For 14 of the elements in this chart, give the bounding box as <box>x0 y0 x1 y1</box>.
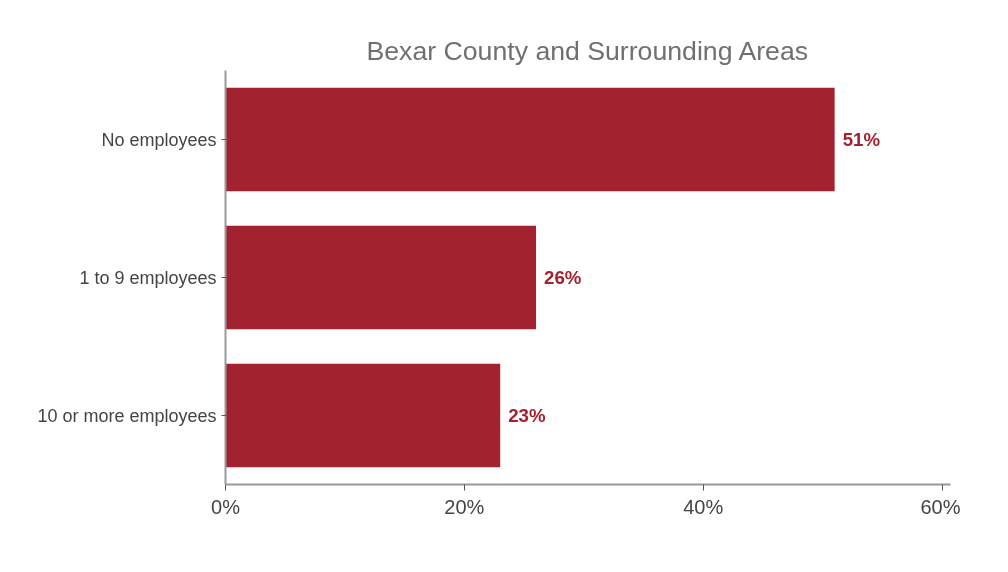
x-tick-label: 20% <box>444 495 485 518</box>
x-tick-label: 40% <box>683 495 724 518</box>
data-label: 51% <box>842 129 881 150</box>
x-tick-label: 0% <box>211 495 241 518</box>
y-tick-label: 1 to 9 employees <box>79 267 217 288</box>
bar <box>225 87 835 192</box>
x-tick-label: 60% <box>920 495 961 518</box>
chart-title: Bexar County and Surrounding Areas <box>366 35 809 66</box>
y-tick-label: No employees <box>101 129 217 150</box>
bar <box>225 363 501 468</box>
y-tick-label: 10 or more employees <box>37 405 217 426</box>
data-label: 26% <box>544 267 582 288</box>
data-label: 23% <box>508 405 546 426</box>
bar <box>225 225 537 330</box>
